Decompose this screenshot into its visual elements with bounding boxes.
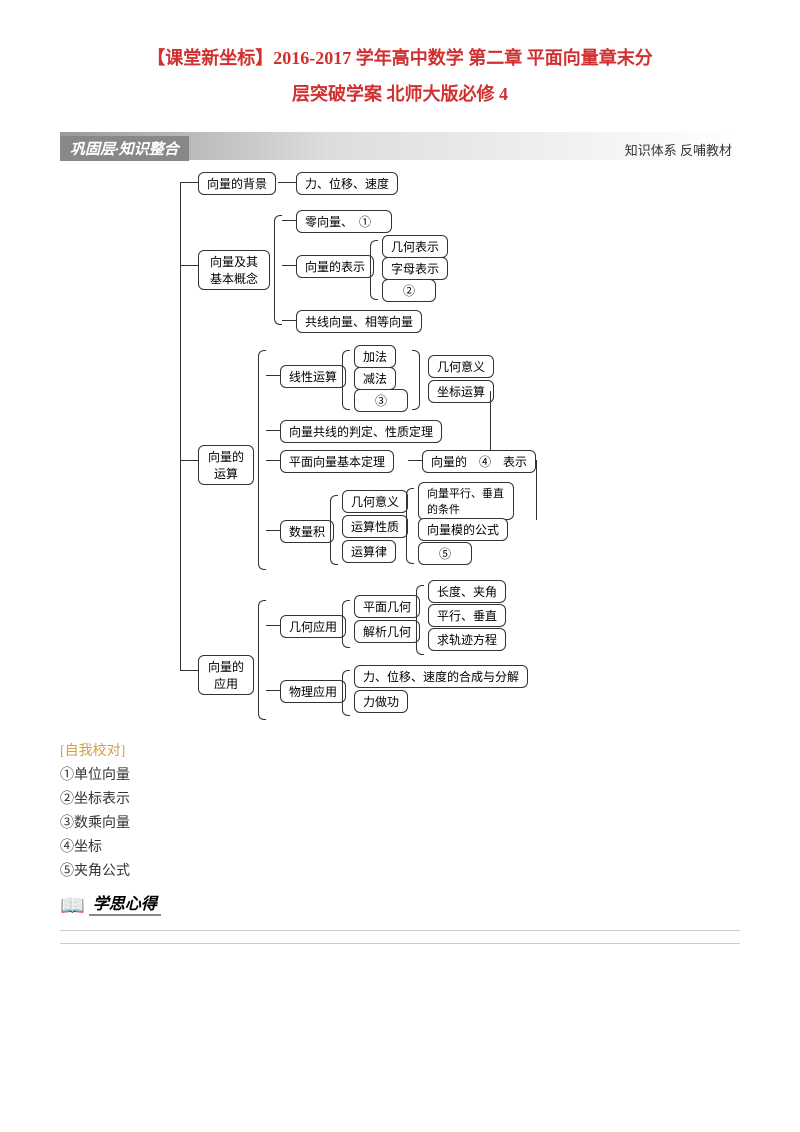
node-blank4: 向量的 ④ 表示 [422, 450, 536, 473]
node-blank5: ⑤ [418, 542, 472, 565]
answer-3: ③数乘向量 [60, 812, 740, 832]
node-dot: 数量积 [280, 520, 334, 543]
node-mod: 向量模的公式 [418, 518, 508, 541]
answer-4: ④坐标 [60, 836, 740, 856]
node-zero: 零向量、 ① [296, 210, 392, 233]
node-linear: 线性运算 [280, 365, 346, 388]
node-app: 向量的应用 [198, 655, 254, 695]
node-dot-geo: 几何意义 [342, 490, 408, 513]
node-letter-repr: 字母表示 [382, 257, 448, 280]
title-line1: 【课堂新坐标】2016-2017 学年高中数学 第二章 平面向量章末分 [60, 40, 740, 76]
node-par-perp: 平行、垂直 [428, 604, 506, 627]
node-coord-op: 坐标运算 [428, 380, 494, 403]
node-basic-thm: 平面向量基本定理 [280, 450, 394, 473]
node-blank3: ③ [354, 389, 408, 412]
node-locus: 求轨迹方程 [428, 628, 506, 651]
node-analytic: 解析几何 [354, 620, 420, 643]
node-compose: 力、位移、速度的合成与分解 [354, 665, 528, 688]
node-force: 力、位移、速度 [296, 172, 398, 195]
answer-2: ②坐标表示 [60, 788, 740, 808]
node-geo-mean: 几何意义 [428, 355, 494, 378]
node-work: 力做功 [354, 690, 408, 713]
node-dot-law: 运算律 [342, 540, 396, 563]
node-collinear: 共线向量、相等向量 [296, 310, 422, 333]
xuesi-label: 学思心得 [89, 890, 161, 916]
section-left-label: 巩固层·知识整合 [60, 136, 189, 161]
node-sub: 减法 [354, 367, 396, 390]
book-icon: 📖 [60, 893, 85, 918]
node-collinear-thm: 向量共线的判定、性质定理 [280, 420, 442, 443]
section-right-label: 知识体系 反哺教材 [625, 136, 740, 159]
node-add: 加法 [354, 345, 396, 368]
self-check: [自我校对] ①单位向量 ②坐标表示 ③数乘向量 ④坐标 ⑤夹角公式 [60, 740, 740, 880]
node-bg: 向量的背景 [198, 172, 276, 195]
node-concept: 向量及其基本概念 [198, 250, 270, 290]
node-plane-geo: 平面几何 [354, 595, 420, 618]
divider [60, 943, 740, 944]
xuesi-section: 📖 学思心得 [60, 890, 740, 918]
node-phys-app: 物理应用 [280, 680, 346, 703]
self-check-title: [自我校对] [60, 740, 740, 760]
section-header: 巩固层·知识整合 知识体系 反哺教材 [60, 132, 740, 160]
node-blank2: ② [382, 279, 436, 302]
node-ops: 向量的运算 [198, 445, 254, 485]
node-geo-repr: 几何表示 [382, 235, 448, 258]
node-repr: 向量的表示 [296, 255, 374, 278]
node-dot-prop: 运算性质 [342, 515, 408, 538]
node-len-angle: 长度、夹角 [428, 580, 506, 603]
node-geo-app: 几何应用 [280, 615, 346, 638]
divider [60, 930, 740, 931]
node-parallel-perp: 向量平行、垂直的条件 [418, 482, 514, 520]
concept-diagram: 向量的背景 力、位移、速度 向量及其基本概念 零向量、 ① 向量的表示 几何表示… [180, 170, 740, 730]
answer-5: ⑤夹角公式 [60, 860, 740, 880]
answer-1: ①单位向量 [60, 764, 740, 784]
title-line2: 层突破学案 北师大版必修 4 [60, 76, 740, 112]
